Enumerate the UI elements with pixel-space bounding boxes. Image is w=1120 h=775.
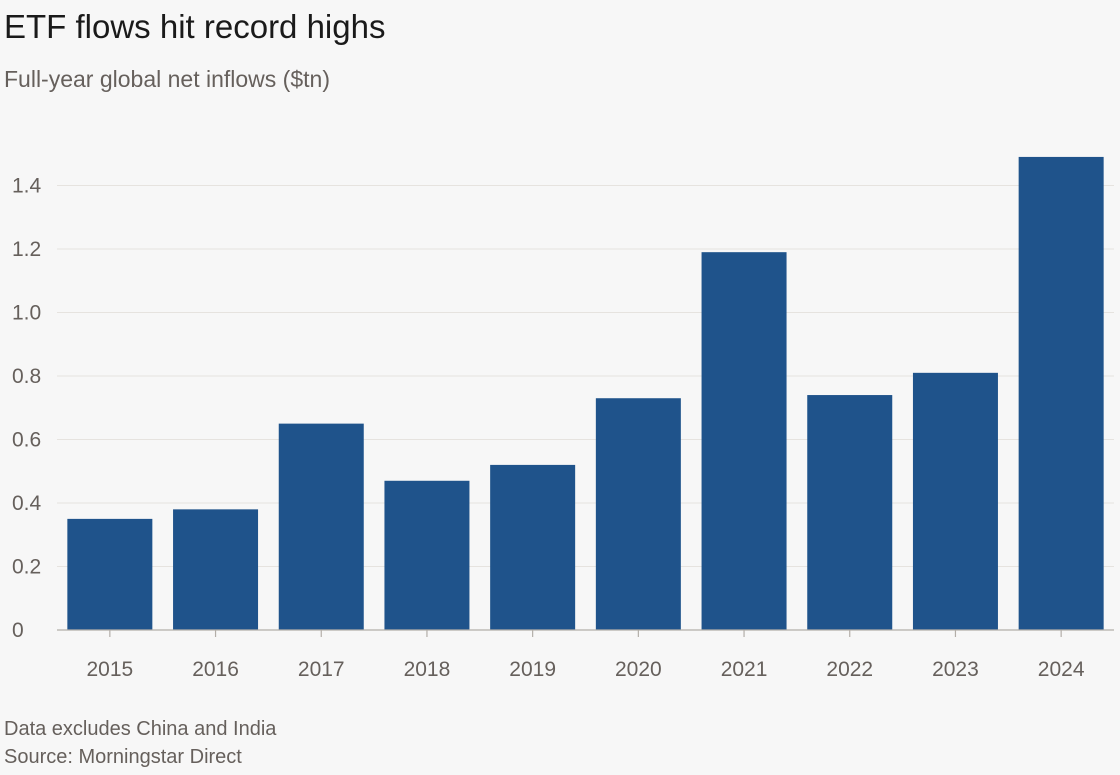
bar-2022 (807, 395, 893, 630)
bar-2019 (490, 464, 576, 630)
bar-2024 (1018, 156, 1104, 631)
x-tick-label: 2021 (721, 658, 768, 681)
y-tick-label: 0 (12, 619, 24, 642)
x-tick-label: 2023 (932, 658, 979, 681)
chart-subtitle: Full-year global net inflows ($tn) (4, 66, 330, 92)
x-tick-label: 2022 (826, 658, 873, 681)
x-tick-label: 2016 (192, 658, 239, 681)
y-tick-label: 1.0 (12, 302, 41, 325)
bar-2016 (173, 509, 259, 630)
data-note: Data excludes China and India (4, 718, 277, 740)
x-tick-label: 2017 (298, 658, 345, 681)
bar-2020 (595, 398, 681, 630)
bar-2021 (701, 252, 787, 631)
y-tick-label: 0.4 (12, 492, 42, 515)
x-tick-label: 2020 (615, 658, 662, 681)
y-tick-label: 0.8 (12, 365, 41, 388)
source-note: Source: Morningstar Direct (4, 746, 242, 768)
bar-2017 (278, 423, 364, 630)
y-axis-ticks: 0 0.2 0.4 0.6 0.8 1.0 1.2 1.4 (12, 175, 42, 643)
x-tick-label: 2024 (1038, 658, 1085, 681)
bars (67, 156, 1104, 631)
bar-chart: 00.20.40.60.81.01.21.4 2015 2016 2017 2018 2… (12, 156, 1114, 681)
x-tick-label: 2018 (404, 658, 451, 681)
y-tick-label: 0.2 (12, 556, 41, 579)
bar-2018 (384, 480, 470, 630)
x-tick-label: 2015 (86, 658, 133, 681)
x-axis-ticks: 2015 2016 2017 2018 2019 2020 2021 2022 2023 2024 (86, 658, 1084, 681)
y-tick-label: 1.4 (12, 175, 42, 198)
y-tick-label: 1.2 (12, 238, 41, 261)
chart-title: ETF flows hit record highs (4, 8, 386, 45)
x-tick-label: 2019 (509, 658, 556, 681)
bar-2023 (912, 372, 998, 630)
bar-2015 (67, 518, 153, 630)
y-tick-label: 0.6 (12, 429, 41, 452)
x-axis (57, 629, 1114, 637)
